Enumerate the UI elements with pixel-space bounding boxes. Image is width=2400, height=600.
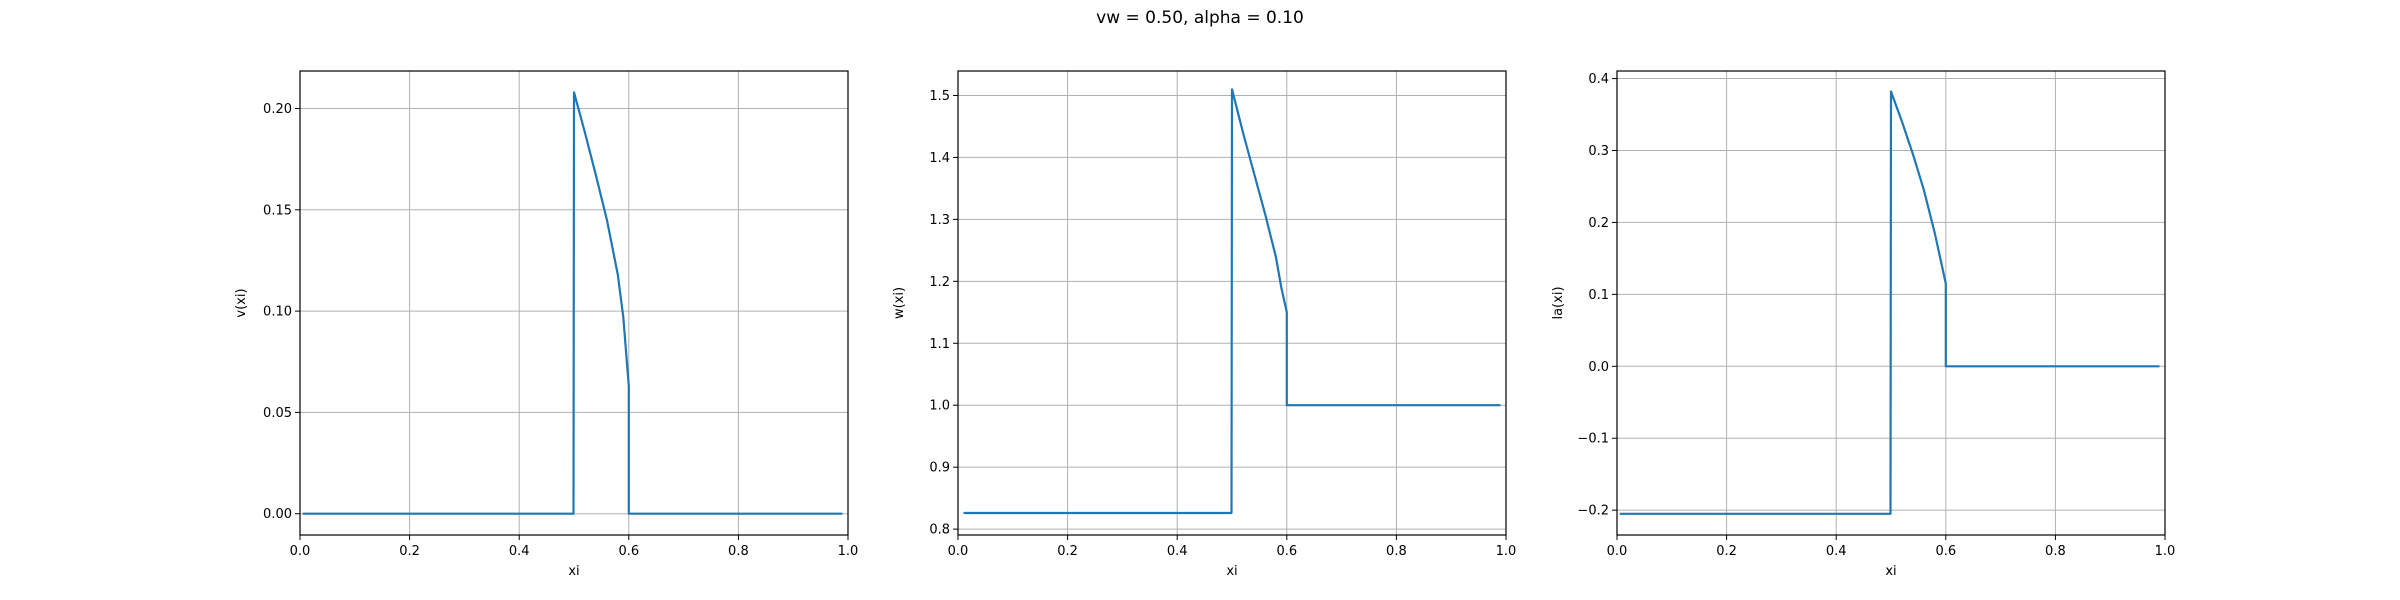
x-tick-label: 0.4	[509, 544, 530, 559]
x-tick-label: 1.0	[838, 544, 859, 559]
x-tick-label: 0.2	[1057, 544, 1078, 559]
y-tick-label: 0.10	[263, 305, 292, 320]
y-tick-label: 0.4	[1588, 72, 1609, 87]
y-tick-label: −0.1	[1577, 432, 1609, 447]
x-tick-label: 0.0	[290, 544, 311, 559]
y-tick-label: 1.1	[929, 337, 950, 352]
y-axis-label: v(xi)	[234, 288, 249, 317]
y-tick-label: 0.0	[1588, 360, 1609, 375]
axes-frame	[957, 70, 1507, 536]
y-tick-label: 1.4	[929, 151, 950, 166]
series-line	[1619, 90, 2160, 515]
y-tick-label: 0.00	[263, 507, 292, 522]
x-tick-label: 0.8	[728, 544, 749, 559]
y-tick-label: 1.2	[929, 275, 950, 290]
figure-title: vw = 0.50, alpha = 0.10	[1096, 8, 1304, 28]
y-tick-label: 0.9	[929, 461, 950, 476]
y-tick-label: 1.5	[929, 89, 950, 104]
y-axis-label: w(xi)	[892, 287, 907, 319]
series-line	[302, 91, 843, 515]
y-axis-label: la(xi)	[1551, 286, 1566, 319]
chart-panel-3: 0.0 0.2 0.4 0.6 0.8 1.0 −0.2 −0.1 0.0 0.1 0.2 0.3 0.…	[1551, 70, 2176, 579]
x-tick-label: 0.8	[1386, 544, 1407, 559]
x-axis-label: xi	[568, 564, 579, 579]
axes-frame	[1616, 70, 2166, 536]
chart-panel-2: 0.0 0.2 0.4 0.6 0.8 1.0 0.8 0.9 1.0 1.1 1.2 1.3 1.4 1…	[892, 70, 1517, 579]
y-tick-label: 0.8	[929, 523, 950, 538]
x-axis-label: xi	[1885, 564, 1896, 579]
x-tick-label: 0.4	[1826, 544, 1847, 559]
y-tick-label: 0.20	[263, 102, 292, 117]
x-tick-label: 0.6	[1935, 544, 1956, 559]
x-tick-label: 0.6	[1276, 544, 1297, 559]
y-tick-label: 0.2	[1588, 216, 1609, 231]
y-tick-label: 1.0	[929, 399, 950, 414]
x-tick-label: 0.2	[1716, 544, 1737, 559]
y-tick-label: 0.15	[263, 203, 292, 218]
x-tick-label: 0.0	[948, 544, 969, 559]
y-tick-label: 0.05	[263, 406, 292, 421]
x-axis-label: xi	[1226, 564, 1237, 579]
axes-frame	[299, 70, 849, 536]
x-tick-label: 0.6	[618, 544, 639, 559]
chart-panel-1: 0.0 0.2 0.4 0.6 0.8 1.0 0.00 0.05 0.10 0.15 0.20 xi…	[234, 70, 859, 579]
x-tick-label: 0.2	[399, 544, 420, 559]
x-tick-label: 1.0	[2155, 544, 2176, 559]
series-line	[963, 88, 1501, 515]
x-tick-label: 1.0	[1496, 544, 1517, 559]
y-tick-label: 1.3	[929, 213, 950, 228]
y-tick-label: 0.3	[1588, 144, 1609, 159]
y-tick-label: 0.1	[1588, 288, 1609, 303]
x-tick-label: 0.8	[2045, 544, 2066, 559]
x-tick-label: 0.4	[1167, 544, 1188, 559]
x-tick-label: 0.0	[1607, 544, 1628, 559]
y-tick-label: −0.2	[1577, 504, 1609, 519]
